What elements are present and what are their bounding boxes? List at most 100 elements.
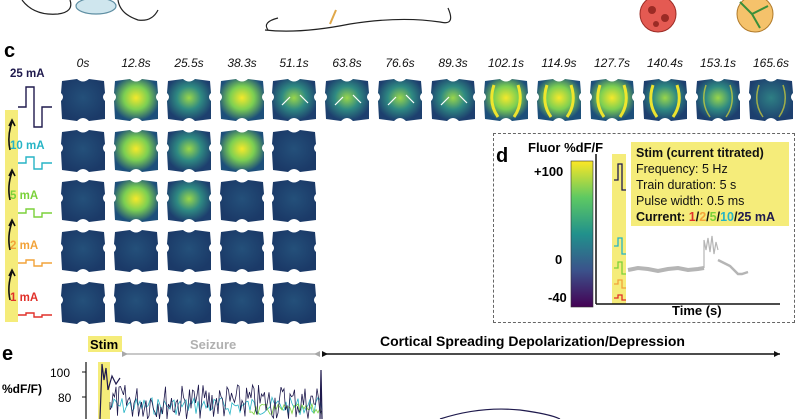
stim-highlight-strip <box>5 110 18 322</box>
brain-frame <box>167 180 211 222</box>
brain-frame <box>61 79 105 121</box>
stim-waveform-icon <box>18 86 52 128</box>
brain-frame <box>272 130 316 172</box>
colorbar-tick-bottom: -40 <box>548 290 567 305</box>
panel-e-label: e <box>2 343 14 365</box>
brain-frame <box>61 230 105 272</box>
propagation-arrow-icon <box>352 94 362 104</box>
brain-frame <box>272 230 316 272</box>
brain-frame <box>272 79 316 121</box>
csd-wave-front <box>756 84 786 118</box>
time-label: 114.9s <box>541 56 577 70</box>
time-label: 140.4s <box>646 56 684 70</box>
brain-frame <box>61 282 105 324</box>
time-label: 76.6s <box>385 56 415 70</box>
stim-waveform-icon <box>18 208 52 218</box>
brain-frame <box>114 130 158 172</box>
current-value: 2 <box>699 210 707 224</box>
propagation-arrow-icon <box>387 96 397 106</box>
stim-label: Stim <box>90 337 119 352</box>
seizure-end-spike <box>319 369 323 419</box>
csd-wave-front <box>543 84 575 118</box>
up-arrow-icon <box>8 118 16 151</box>
brain-frame <box>167 230 211 272</box>
colorbar-tick-zero: 0 <box>555 252 563 267</box>
propagation-arrow-icon <box>334 96 344 106</box>
brain-frame <box>325 79 369 121</box>
stim-train: Train duration: 5 s <box>636 178 737 192</box>
current-value: 25 mA <box>737 210 776 224</box>
brain-frame <box>696 79 740 121</box>
brain-frame <box>167 130 211 172</box>
brain-frame <box>61 130 105 172</box>
panel-d-label: d <box>496 145 509 167</box>
seizure-trace <box>109 383 322 419</box>
colorbar-title: Fluor %dF/F <box>528 140 604 155</box>
brain-frame <box>378 79 422 121</box>
brain-frame <box>749 79 793 121</box>
brain-frame <box>272 180 316 222</box>
current-value: 10 <box>720 210 734 224</box>
time-label: 165.6s <box>752 56 790 70</box>
up-arrow-icon <box>8 218 16 251</box>
row-current-label: 25 mA <box>10 68 45 80</box>
brain-frame <box>167 79 211 121</box>
panel-e-plot <box>82 351 780 419</box>
stim-current: Current: 1/2/5/10/25 mA <box>636 209 784 225</box>
up-arrow-icon <box>8 168 16 201</box>
brain-frame <box>272 282 316 324</box>
propagation-arrow-icon <box>405 94 415 104</box>
x-axis-label: Time (s) <box>672 303 722 318</box>
csd-wave-front <box>649 84 681 118</box>
time-label: 153.1s <box>699 56 737 70</box>
seizure-label: Seizure <box>190 337 237 352</box>
current-separator: / <box>695 210 700 224</box>
time-label: 12.8s <box>121 56 151 70</box>
propagation-arrow-icon <box>440 96 450 106</box>
y-tick-100: 100 <box>50 366 71 380</box>
up-arrow-icon <box>8 268 16 301</box>
csd-wave-front <box>490 84 522 118</box>
current-value: 5 <box>709 210 717 224</box>
time-label: 127.7s <box>593 56 631 70</box>
stim-current-prefix: Current: <box>636 210 689 224</box>
row-current-label: 2 mA <box>10 240 39 252</box>
top-illustration <box>21 0 774 33</box>
panel-d-frame <box>493 133 795 323</box>
row-current-label: 5 mA <box>10 190 39 202</box>
time-label: 63.8s <box>332 56 362 70</box>
stim-waveform-icon <box>18 156 52 170</box>
row-current-label: 1 mA <box>10 292 39 304</box>
stim-title: Stim (current titrated) <box>636 146 764 160</box>
time-label: 102.1s <box>487 56 525 70</box>
brain-frame <box>61 180 105 222</box>
brain-frame <box>114 230 158 272</box>
time-label: 25.5s <box>174 56 204 70</box>
current-separator: / <box>706 210 710 224</box>
current-separator: / <box>716 210 721 224</box>
csd-wave-front <box>703 84 733 118</box>
csd-label: Cortical Spreading Depolarization/Depres… <box>380 333 685 349</box>
time-label: 51.1s <box>279 56 309 70</box>
brain-frame <box>220 282 264 324</box>
time-label: 0s <box>76 56 90 70</box>
stim-label-highlight <box>88 336 122 352</box>
panel-c-label: c <box>4 40 16 62</box>
stim-waveform-icon <box>18 312 52 318</box>
brain-frame <box>167 282 211 324</box>
propagation-arrow-icon <box>281 96 291 106</box>
brain-frame <box>114 79 158 121</box>
csd-wave-front <box>596 84 628 118</box>
brain-frame <box>114 180 158 222</box>
stim-onset-trace <box>99 363 121 419</box>
brain-frame <box>114 282 158 324</box>
colorbar <box>570 160 594 308</box>
panel-d-trace-plot <box>595 154 780 305</box>
y-axis-label: %dF/F) <box>2 382 42 396</box>
stim-current-values: 1/2/5/10/25 mA <box>689 210 775 224</box>
y-tick-80: 80 <box>58 391 72 405</box>
colorbar-tick-top: +100 <box>534 164 564 179</box>
brain-image-grid <box>61 79 793 324</box>
stim-parameters-box: Stim (current titrated) Frequency: 5 Hz … <box>631 142 789 226</box>
